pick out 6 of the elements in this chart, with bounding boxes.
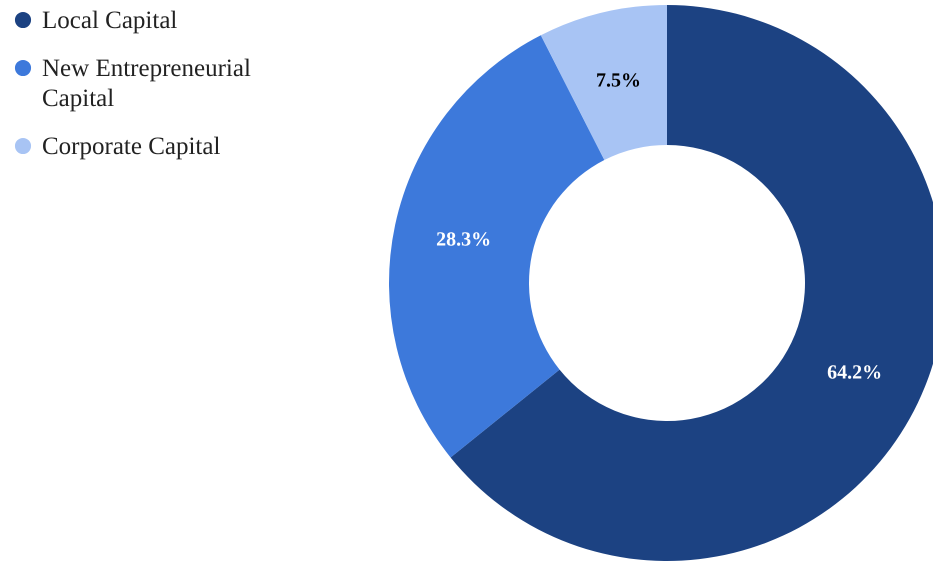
data-label: 7.5% [596, 70, 641, 92]
legend-label: Corporate Capital [42, 133, 220, 160]
data-label: 64.2% [827, 362, 882, 384]
data-label: 28.3% [436, 228, 492, 251]
legend-label: Local Capital [42, 7, 178, 34]
legend-label: New Entrepreneurial Capital [42, 55, 251, 112]
